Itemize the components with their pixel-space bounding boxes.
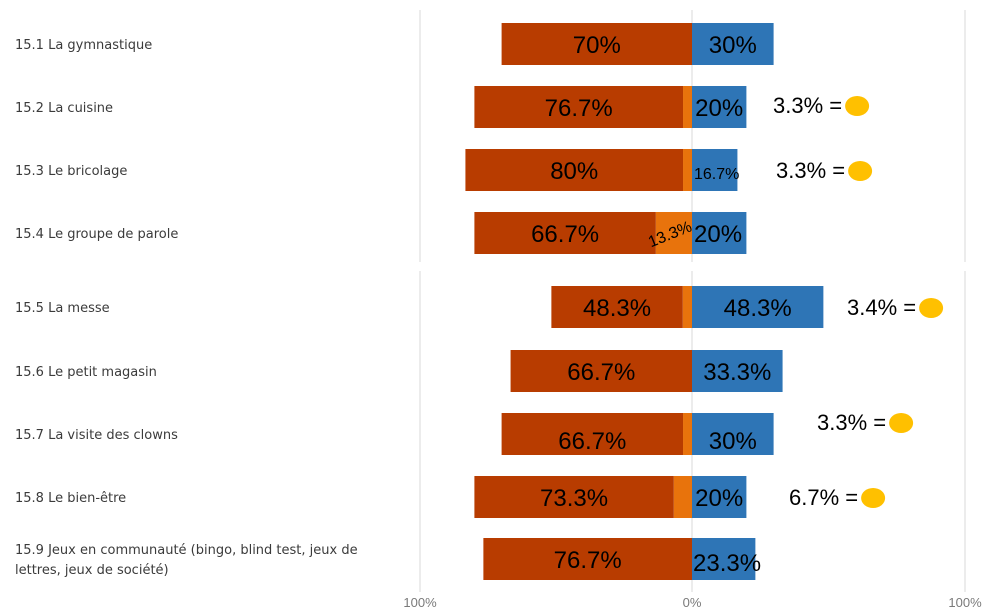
data-label: 48.3% xyxy=(583,295,651,322)
bar-segment xyxy=(692,350,783,392)
bar-segment xyxy=(692,212,747,254)
category-label: 15.7 La visite des clowns xyxy=(15,428,178,443)
annotation-marker xyxy=(919,298,944,318)
bar-segment xyxy=(474,476,674,518)
data-label: 48.3% xyxy=(724,295,792,322)
data-label: 20% xyxy=(695,485,743,512)
annotation-text: 3.4% = xyxy=(847,295,916,320)
x-tick-label: 100% xyxy=(403,595,437,610)
annotation-text: 3.3% = xyxy=(817,410,886,435)
bar-segment xyxy=(501,413,684,455)
annotation-marker xyxy=(889,413,914,433)
chart-labels: 15.1 La gymnastique 70% 30% 15.2 La cuisine… xyxy=(15,32,944,578)
bar-segment xyxy=(692,286,824,328)
annotation-marker xyxy=(861,488,886,508)
bar-segment xyxy=(692,413,774,455)
category-label: 15.9 Jeux en communauté (bingo, blind te… xyxy=(15,543,358,578)
data-label: 66.7% xyxy=(558,428,626,455)
x-tick-label: 100% xyxy=(948,595,982,610)
bar-segment xyxy=(474,86,684,128)
bar-segment xyxy=(692,538,756,580)
annotation-marker xyxy=(845,96,870,116)
data-label: 30% xyxy=(709,428,757,455)
category-label: 15.5 La messe xyxy=(15,301,110,316)
chart-bars xyxy=(465,23,824,580)
data-label: 70% xyxy=(573,32,621,59)
data-label: 66.7% xyxy=(567,359,635,386)
bar-segment xyxy=(683,413,692,455)
x-tick-label: 0% xyxy=(683,595,702,610)
bar-segment xyxy=(655,212,692,254)
category-label: 15.8 Le bien-être xyxy=(15,491,126,506)
data-label: 76.7% xyxy=(554,547,622,574)
bar-segment xyxy=(483,538,692,580)
bar-segment xyxy=(692,476,747,518)
bar-segment xyxy=(683,149,692,191)
x-axis-ticks: 100% 0% 100% xyxy=(403,595,982,610)
data-label: 33.3% xyxy=(703,359,771,386)
data-label: 80% xyxy=(550,158,598,185)
bar-segment xyxy=(692,149,738,191)
bar-segment xyxy=(682,286,692,328)
panel-separator xyxy=(415,262,975,271)
bar-segment xyxy=(465,149,684,191)
bar-segment xyxy=(673,476,692,518)
bar-segment xyxy=(501,23,692,65)
category-label: 15.6 Le petit magasin xyxy=(15,365,157,380)
annotation-text: 3.3% = xyxy=(773,93,842,118)
bar-segment xyxy=(551,286,683,328)
data-label: 16.7% xyxy=(694,166,739,183)
data-label: 20% xyxy=(694,221,742,248)
bar-segment xyxy=(692,86,747,128)
annotation-text: 3.3% = xyxy=(776,158,845,183)
bar-segment xyxy=(683,86,692,128)
annotation-marker xyxy=(848,161,873,181)
annotation-text: 6.7% = xyxy=(789,485,858,510)
category-label: 15.4 Le groupe de parole xyxy=(15,227,178,242)
data-label: 23.3% xyxy=(693,550,761,577)
data-label: 20% xyxy=(695,95,743,122)
data-label: 30% xyxy=(709,32,757,59)
data-label: 66.7% xyxy=(531,221,599,248)
category-label: 15.3 Le bricolage xyxy=(15,164,127,179)
data-label: 73.3% xyxy=(540,485,608,512)
data-label: 76.7% xyxy=(545,95,613,122)
bar-segment xyxy=(510,350,692,392)
category-label: 15.2 La cuisine xyxy=(15,101,113,116)
bar-segment xyxy=(692,23,774,65)
category-label: 15.1 La gymnastique xyxy=(15,38,152,53)
bar-segment xyxy=(474,212,656,254)
